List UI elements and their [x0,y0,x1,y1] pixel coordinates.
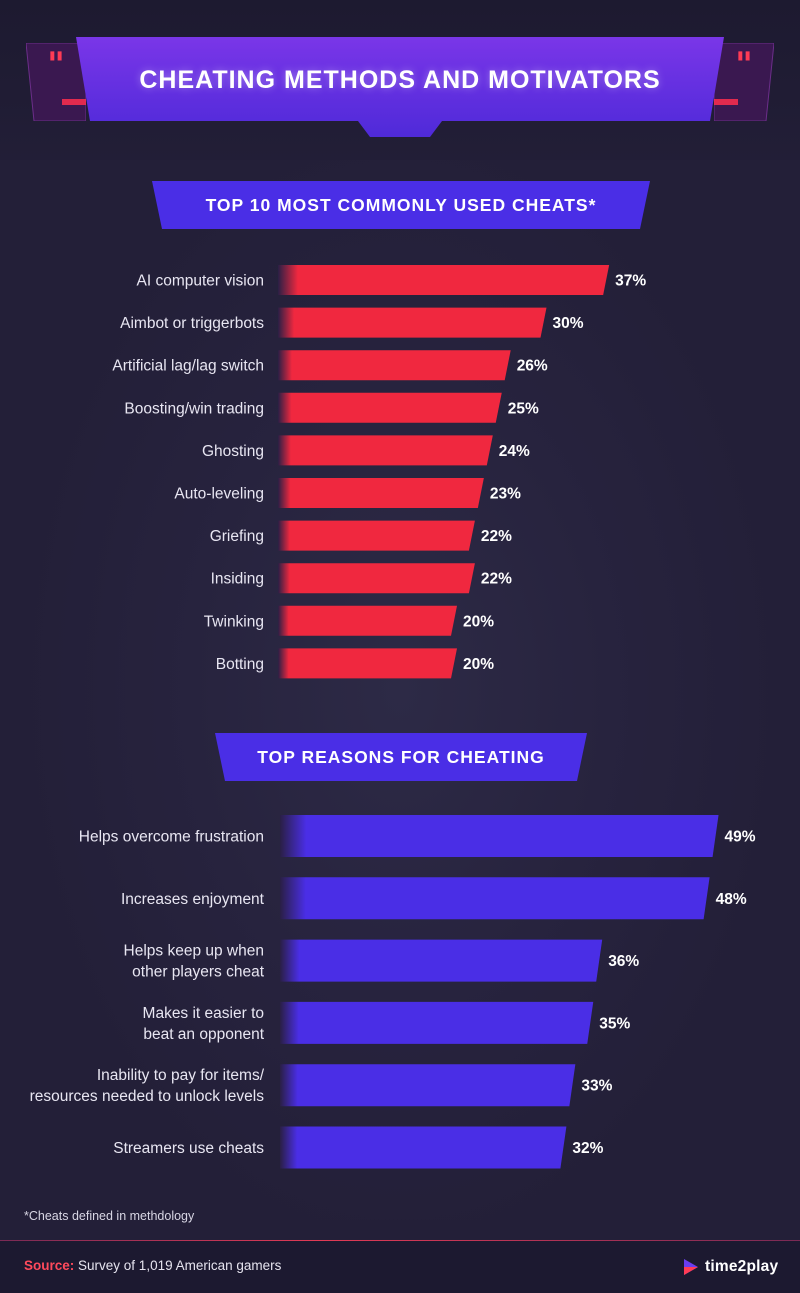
cheats-chart: 37% AI computer vision 30% Aimbot or trigge… [0,250,800,690]
value-label: 49% [725,829,756,846]
bar [280,1001,594,1044]
category-label: Aimbot or triggerbots [120,315,264,332]
value-label: 32% [572,1140,603,1157]
category-label: Insiding [211,571,264,588]
value-label: 20% [463,656,494,673]
value-label: 37% [615,273,646,290]
source-line: Source: Survey of 1,019 American gamers [24,1258,281,1273]
category-label: Artificial lag/lag switch [112,358,264,375]
bar [280,877,710,920]
value-label: 24% [499,443,530,460]
category-label: Helps overcome frustration [79,829,264,846]
bar [278,478,484,508]
reasons-chart-svg: 49% Helps overcome frustration 48% Increase… [30,815,756,1169]
brand-logo: time2play [683,1257,778,1277]
source-text: Survey of 1,019 American gamers [78,1258,282,1273]
bar [280,815,719,857]
source-label: Source: [24,1258,75,1273]
main-title-banner: CHEATING METHODS AND MOTIVATORS [76,37,724,137]
category-label: Auto-leveling [174,486,264,503]
right-quote-icon: " [735,45,753,85]
category-label: resources needed to unlock levels [30,1088,265,1105]
category-label: beat an opponent [143,1026,264,1043]
value-label: 35% [599,1015,630,1032]
bar [280,1126,567,1169]
bar [278,563,475,594]
bar [278,350,511,381]
right-quote-panel: " [713,42,775,122]
bar [278,307,547,338]
reasons-section-title: TOP REASONS FOR CHEATING [257,746,545,767]
category-label: other players cheat [132,964,265,981]
bar [280,939,603,982]
value-label: 26% [517,358,548,375]
category-label: Boosting/win trading [124,400,264,417]
value-label: 20% [463,613,494,630]
left-quote-icon: " [47,45,65,85]
category-label: Streamers use cheats [113,1140,264,1157]
value-label: 22% [481,571,512,588]
footer-divider [0,1240,800,1241]
bar [278,648,457,679]
category-label: Twinking [204,613,264,630]
bar [278,520,475,551]
reasons-chart: 49% Helps overcome frustration 48% Increase… [0,805,800,1185]
value-label: 48% [716,891,747,908]
category-label: AI computer vision [137,273,265,290]
category-label: Griefing [210,528,264,545]
bar [278,605,457,636]
bar [278,265,610,295]
value-label: 22% [481,528,512,545]
value-label: 36% [608,953,639,970]
cheats-chart-svg: 37% AI computer vision 30% Aimbot or trigge… [112,265,646,679]
category-label: Increases enjoyment [121,891,265,908]
footer-band [0,1241,800,1293]
bar [280,1064,576,1107]
left-quote-panel: " [25,42,87,122]
reasons-banner-shape [215,733,587,781]
value-label: 25% [508,400,539,417]
category-label: Ghosting [202,443,264,460]
main-title-shape [76,37,724,137]
value-label: 23% [490,486,521,503]
page-title: CHEATING METHODS AND MOTIVATORS [139,65,661,94]
category-label: Botting [216,656,264,673]
cheats-banner-shape [152,181,650,229]
category-label: Makes it easier to [143,1005,264,1022]
value-label: 33% [581,1078,612,1095]
category-label: Helps keep up when [124,943,264,960]
bar [278,435,493,466]
cheats-section-banner: TOP 10 MOST COMMONLY USED CHEATS* [152,181,650,229]
cheats-section-title: TOP 10 MOST COMMONLY USED CHEATS* [205,194,597,215]
reasons-section-banner: TOP REASONS FOR CHEATING [215,733,587,781]
brand-name: time2play [705,1258,779,1275]
bar [278,392,502,423]
play-triangle-icon [684,1259,698,1275]
category-label: Inability to pay for items/ [97,1067,265,1084]
footnote: *Cheats defined in methdology [24,1209,195,1223]
value-label: 30% [553,315,584,332]
